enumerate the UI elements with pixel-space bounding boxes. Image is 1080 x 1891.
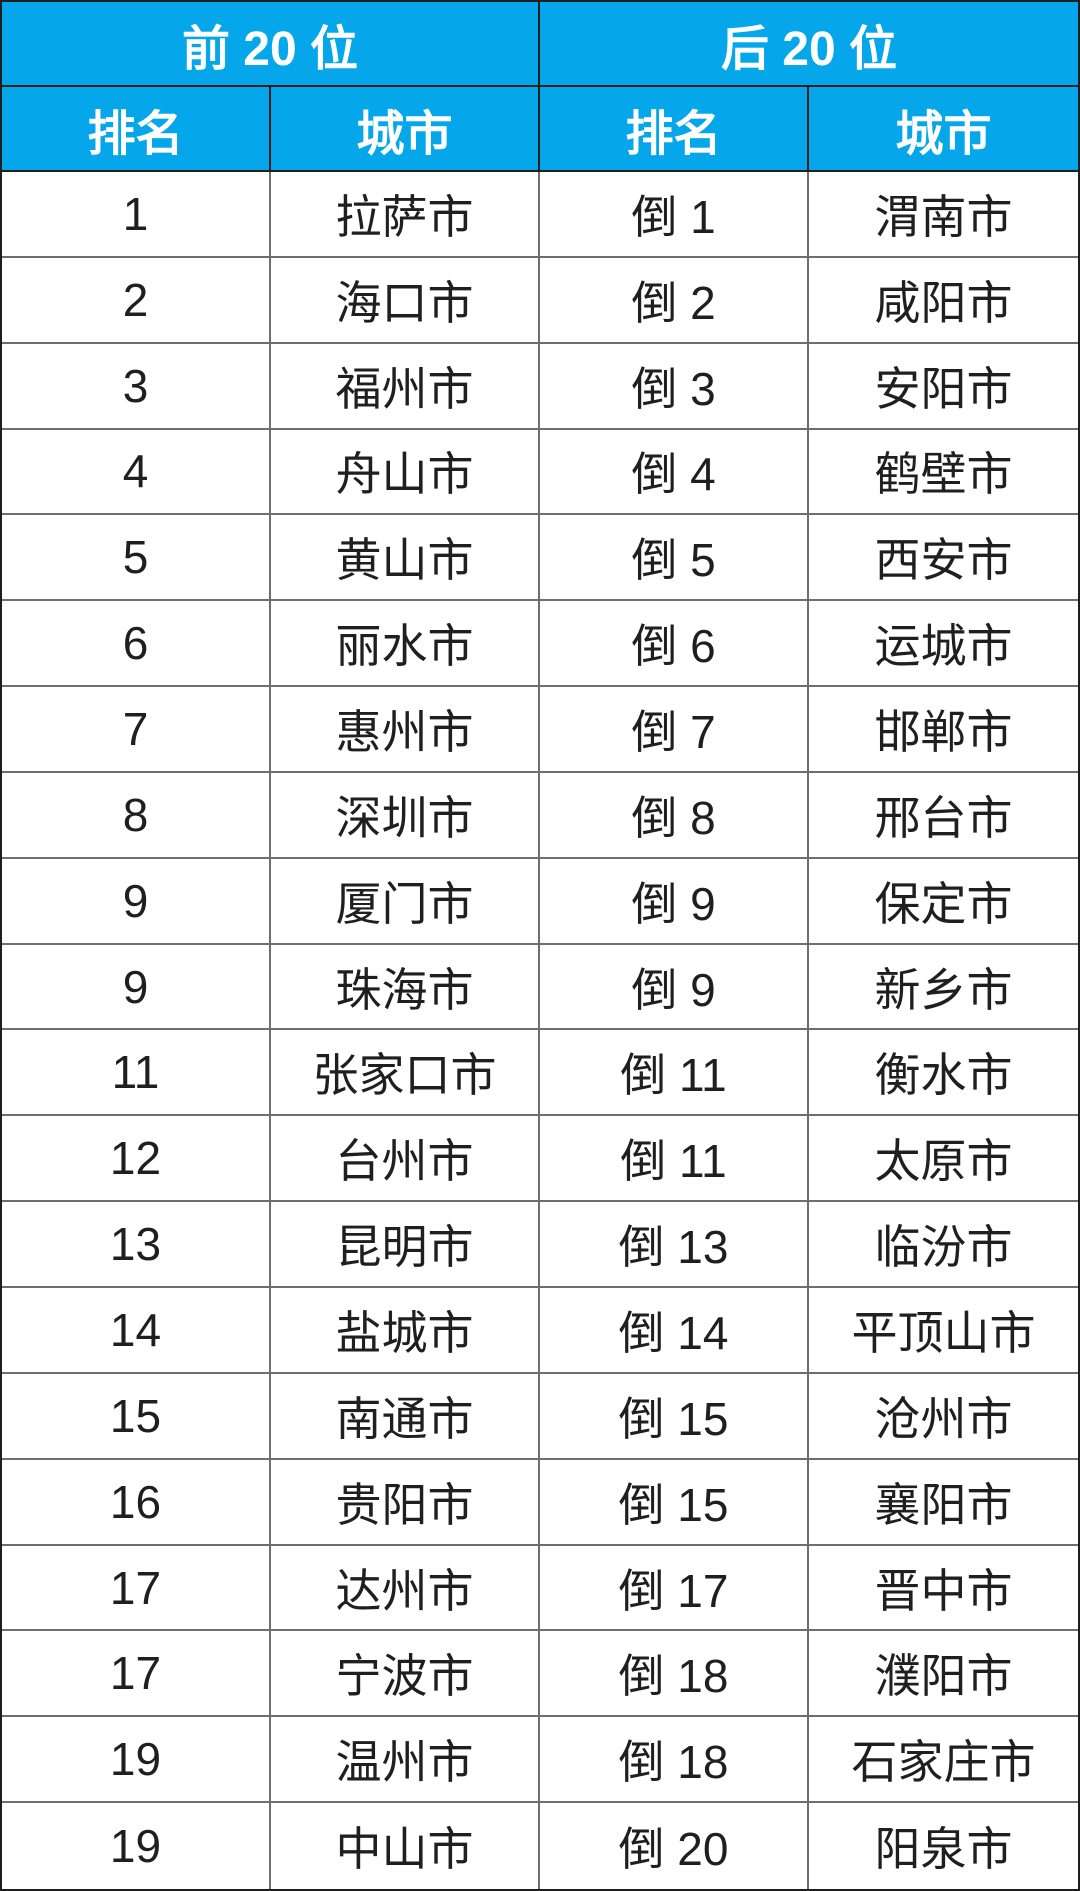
rank-cell-top20: 2 (2, 257, 271, 344)
city-cell-bottom20: 渭南市 (809, 172, 1078, 258)
city-cell-bottom20: 保定市 (809, 859, 1078, 945)
city-cell-bottom20: 安阳市 (809, 344, 1078, 430)
city-cell-bottom20: 鹤壁市 (809, 430, 1078, 516)
rank-cell-bottom20: 倒 14 (540, 1288, 809, 1374)
rank-cell-top20: 7 (2, 687, 271, 773)
city-cell-top20: 厦门市 (271, 858, 540, 945)
rank-cell-bottom20: 倒 1 (540, 172, 809, 258)
rank-cell-bottom20: 倒 18 (540, 1631, 809, 1718)
rank-cell-top20: 9 (2, 944, 271, 1031)
city-cell-top20: 盐城市 (271, 1288, 540, 1374)
rank-cell-bottom20: 倒 15 (540, 1459, 809, 1546)
city-cell-top20: 福州市 (271, 343, 540, 430)
column-header-rank-right: 排名 (540, 87, 809, 172)
city-cell-bottom20: 邯郸市 (809, 687, 1078, 773)
rank-cell-bottom20: 倒 6 (540, 601, 809, 688)
city-cell-top20: 舟山市 (271, 429, 540, 516)
rank-cell-bottom20: 倒 11 (540, 1116, 809, 1203)
city-cell-bottom20: 沧州市 (809, 1374, 1078, 1460)
city-cell-top20: 丽水市 (271, 601, 540, 688)
city-cell-top20: 宁波市 (271, 1631, 540, 1718)
rank-cell-top20: 11 (2, 1030, 271, 1117)
city-cell-bottom20: 晋中市 (809, 1546, 1078, 1632)
rank-cell-top20: 9 (2, 858, 271, 945)
rank-cell-bottom20: 倒 20 (540, 1803, 809, 1889)
rank-cell-bottom20: 倒 5 (540, 515, 809, 602)
city-cell-bottom20: 邢台市 (809, 773, 1078, 859)
column-header-city-left: 城市 (271, 87, 540, 172)
rank-cell-top20: 5 (2, 515, 271, 602)
column-header-city-right: 城市 (809, 87, 1078, 172)
header-top-20-group: 前 20 位 (2, 2, 540, 87)
city-cell-top20: 黄山市 (271, 515, 540, 602)
city-cell-bottom20: 咸阳市 (809, 258, 1078, 344)
rank-cell-bottom20: 倒 8 (540, 772, 809, 859)
rank-cell-bottom20: 倒 9 (540, 858, 809, 945)
rank-cell-bottom20: 倒 15 (540, 1373, 809, 1460)
city-cell-top20: 张家口市 (271, 1030, 540, 1117)
rank-cell-top20: 3 (2, 343, 271, 430)
city-cell-top20: 温州市 (271, 1717, 540, 1804)
rank-cell-top20: 8 (2, 772, 271, 859)
city-cell-top20: 中山市 (271, 1803, 540, 1889)
rank-cell-top20: 6 (2, 601, 271, 688)
rank-cell-top20: 17 (2, 1545, 271, 1632)
rank-cell-bottom20: 倒 3 (540, 343, 809, 430)
rank-cell-top20: 16 (2, 1459, 271, 1546)
city-cell-bottom20: 濮阳市 (809, 1631, 1078, 1718)
rank-cell-bottom20: 倒 17 (540, 1545, 809, 1632)
city-cell-bottom20: 西安市 (809, 515, 1078, 602)
rank-cell-top20: 1 (2, 172, 271, 258)
city-cell-top20: 达州市 (271, 1545, 540, 1632)
city-cell-top20: 海口市 (271, 257, 540, 344)
rank-cell-bottom20: 倒 18 (540, 1717, 809, 1804)
city-cell-bottom20: 太原市 (809, 1116, 1078, 1203)
city-cell-bottom20: 阳泉市 (874, 1823, 1013, 1876)
rank-cell-top20: 14 (2, 1288, 271, 1374)
rank-cell-bottom20: 倒 11 (540, 1030, 809, 1117)
rank-cell-top20: 19 (2, 1717, 271, 1804)
rank-cell-top20: 17 (2, 1631, 271, 1718)
rank-cell-bottom20: 倒 13 (540, 1202, 809, 1289)
city-cell-top20: 昆明市 (271, 1202, 540, 1289)
city-cell-top20: 惠州市 (271, 687, 540, 773)
header-bottom-20-group: 后 20 位 (540, 2, 1078, 87)
city-cell-top20: 贵阳市 (271, 1459, 540, 1546)
rank-cell-bottom20: 倒 7 (540, 687, 809, 773)
rank-cell-top20: 4 (2, 429, 271, 516)
city-cell-top20: 深圳市 (271, 772, 540, 859)
rank-cell-bottom20: 倒 2 (540, 257, 809, 344)
city-cell-bottom20: 平顶山市 (809, 1288, 1078, 1374)
city-cell-bottom20: 襄阳市 (809, 1460, 1078, 1546)
city-cell-bottom20: 运城市 (809, 601, 1078, 688)
city-cell-bottom20: 临汾市 (809, 1202, 1078, 1289)
rank-cell-bottom20: 倒 4 (540, 429, 809, 516)
city-cell-top20: 台州市 (271, 1116, 540, 1203)
city-cell-top20: 南通市 (271, 1373, 540, 1460)
city-cell-bottom20: 石家庄市 (809, 1717, 1078, 1804)
column-header-rank-left: 排名 (2, 87, 271, 172)
city-cell-bottom20: 新乡市 (809, 945, 1078, 1031)
city-cell-top20: 拉萨市 (271, 172, 540, 258)
rank-cell-top20: 15 (2, 1373, 271, 1460)
city-cell-top20: 珠海市 (271, 944, 540, 1031)
rank-cell-top20: 12 (2, 1116, 271, 1203)
rank-cell-bottom20: 倒 9 (540, 944, 809, 1031)
rank-cell-top20: 19 (2, 1803, 271, 1889)
rank-cell-top20: 13 (2, 1202, 271, 1289)
city-cell-bottom20: 衡水市 (809, 1030, 1078, 1117)
